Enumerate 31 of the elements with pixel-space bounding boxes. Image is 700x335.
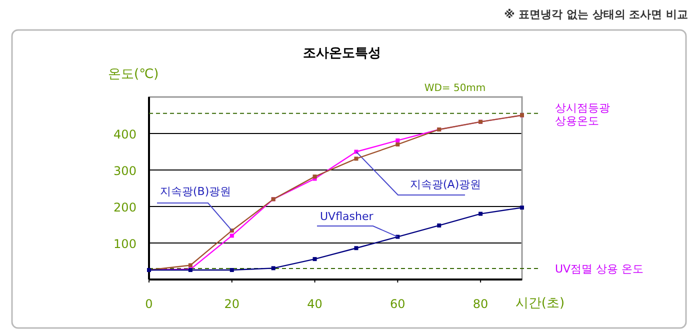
point [520,206,524,210]
text: WD= 50mm [424,83,486,94]
chart-title: 조사온도특성 [303,46,381,61]
x-tick-label: 80 [472,297,488,311]
ref-line-label: UV점멸 상용 온도 [555,262,644,276]
ref-line-label: 상시점등광 상용온도 [555,101,610,128]
point [312,257,317,262]
y-tick-label: 300 [114,164,136,178]
y-axis-title: 온도(℃) [108,67,159,82]
text: ※ 표면냉각 없는 상태의 조사면 비교 [504,8,688,21]
x-tick-label: 20 [224,297,240,311]
y-tick-label: 100 [114,237,136,251]
point [354,246,358,250]
point [230,268,234,272]
series-label: UVflasher [320,210,374,223]
x-axis-title: 시간(초) [515,296,565,311]
point [188,263,192,268]
text: 지속광(A)광원 [410,178,482,191]
x-tick-label: 0 [145,297,153,311]
y-tick-label: 200 [114,200,136,214]
point [396,138,400,142]
x-tick-label: 40 [307,297,322,311]
point [478,212,483,216]
point [354,156,358,161]
point [437,223,442,228]
point [230,234,234,238]
point [271,266,276,270]
y-tick-label: 400 [114,128,136,142]
text: 지속광(B)광원 [160,185,232,198]
point [396,142,400,146]
x-tick-label: 60 [390,297,406,311]
